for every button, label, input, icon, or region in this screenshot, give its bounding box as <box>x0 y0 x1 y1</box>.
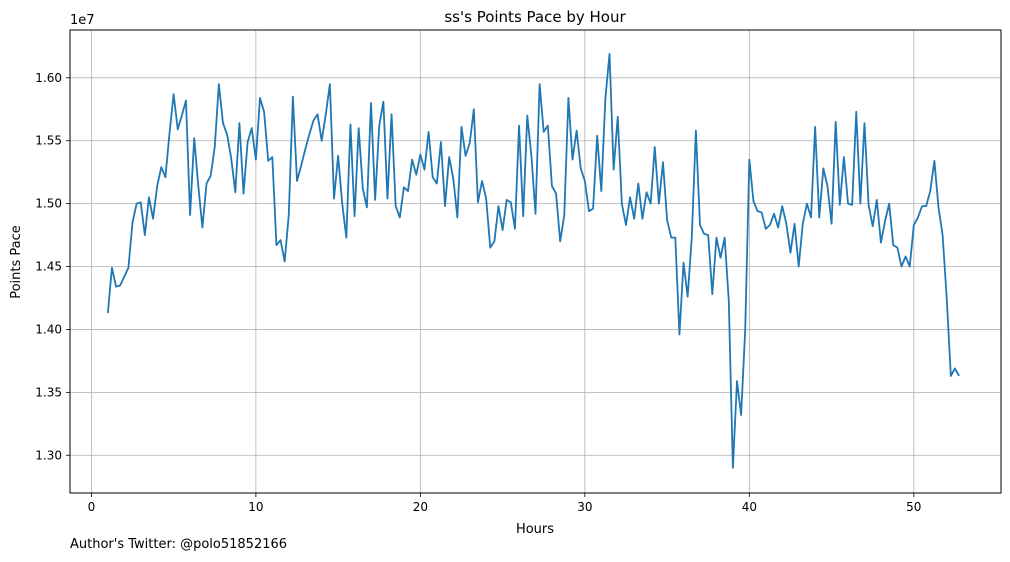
chart-title: ss's Points Pace by Hour <box>444 8 626 26</box>
x-tick-label: 50 <box>906 500 921 514</box>
x-tick-label: 0 <box>88 500 96 514</box>
y-axis-offset-label: 1e7 <box>70 13 95 28</box>
x-axis-label: Hours <box>516 522 554 537</box>
author-credit: Author's Twitter: @polo51852166 <box>70 537 288 552</box>
grid <box>70 30 1001 493</box>
x-tick-label: 10 <box>248 500 263 514</box>
y-tick-label: 1.30 <box>35 448 62 462</box>
y-tick-label: 1.40 <box>35 322 62 336</box>
series-line <box>106 53 960 469</box>
y-tick-label: 1.60 <box>35 71 62 85</box>
y-tick-label: 1.45 <box>35 260 62 274</box>
axis-ticks: 0 10 20 30 40 50 1.30 1.35 1.40 1.45 1.50 1.55 1.60 <box>35 71 921 514</box>
y-tick-label: 1.55 <box>35 134 62 148</box>
plot-frame <box>69 29 1002 494</box>
y-tick-label: 1.35 <box>35 385 62 399</box>
x-tick-label: 20 <box>413 500 428 514</box>
y-tick-label: 1.50 <box>35 197 62 211</box>
y-axis-label: Points Pace <box>9 225 24 299</box>
x-tick-label: 30 <box>577 500 592 514</box>
x-tick-label: 40 <box>742 500 757 514</box>
